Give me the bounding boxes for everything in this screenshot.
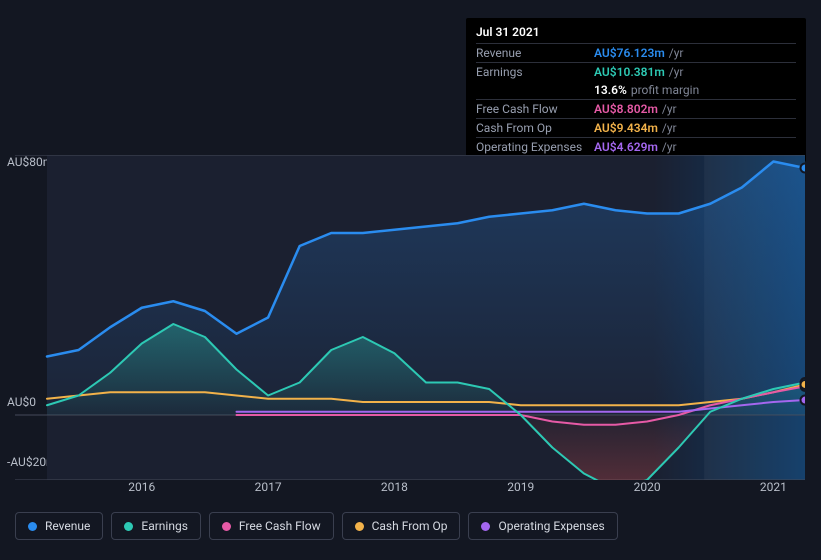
x-tick-label: 2019 — [507, 480, 534, 494]
tooltip-row: RevenueAU$76.123m/yr — [476, 43, 796, 62]
legend-dot-icon — [124, 522, 133, 531]
tooltip-date: Jul 31 2021 — [476, 24, 796, 43]
legend-label: Revenue — [45, 519, 90, 533]
legend-label: Operating Expenses — [498, 519, 604, 533]
legend: Revenue Earnings Free Cash Flow Cash From O… — [15, 512, 618, 540]
tooltip-row-value: AU$8.802m/yr — [594, 101, 677, 117]
tooltip-row-label: Operating Expenses — [476, 139, 594, 155]
legend-label: Free Cash Flow — [239, 519, 321, 533]
legend-dot-icon — [481, 522, 490, 531]
x-tick-label: 2017 — [255, 480, 282, 494]
data-tooltip: Jul 31 2021 RevenueAU$76.123m/yrEarnings… — [466, 18, 806, 162]
x-tick-label: 2020 — [634, 480, 661, 494]
legend-item[interactable]: Cash From Op — [342, 512, 461, 540]
tooltip-row-label: Free Cash Flow — [476, 101, 594, 117]
legend-item[interactable]: Operating Expenses — [468, 512, 617, 540]
tooltip-row-value: 13.6%profit margin — [594, 82, 699, 98]
legend-dot-icon — [355, 522, 364, 531]
tooltip-row-label: Revenue — [476, 45, 594, 61]
tooltip-row: Cash From OpAU$9.434m/yr — [476, 118, 796, 137]
x-tick-label: 2016 — [128, 480, 155, 494]
x-axis-labels: 2016 2017 2018 2019 2020 2021 — [15, 480, 805, 498]
tooltip-row: Operating ExpensesAU$4.629m/yr — [476, 137, 796, 156]
tooltip-row-label: Earnings — [476, 64, 594, 80]
x-tick-label: 2021 — [760, 480, 787, 494]
legend-label: Earnings — [141, 519, 188, 533]
tooltip-row-value: AU$9.434m/yr — [594, 120, 677, 136]
legend-item[interactable]: Earnings — [111, 512, 201, 540]
x-tick-label: 2018 — [381, 480, 408, 494]
tooltip-row: EarningsAU$10.381m/yr — [476, 62, 796, 81]
tooltip-row-value: AU$4.629m/yr — [594, 139, 677, 155]
tooltip-row-label — [476, 82, 594, 98]
legend-dot-icon — [222, 522, 231, 531]
tooltip-row: Free Cash FlowAU$8.802m/yr — [476, 99, 796, 118]
tooltip-row-value: AU$10.381m/yr — [594, 64, 683, 80]
legend-label: Cash From Op — [372, 519, 448, 533]
chart-area[interactable] — [15, 155, 805, 480]
tooltip-row: 13.6%profit margin — [476, 81, 796, 99]
tooltip-row-value: AU$76.123m/yr — [594, 45, 683, 61]
legend-item[interactable]: Free Cash Flow — [209, 512, 334, 540]
legend-item[interactable]: Revenue — [15, 512, 103, 540]
legend-dot-icon — [28, 522, 37, 531]
tooltip-row-label: Cash From Op — [476, 120, 594, 136]
